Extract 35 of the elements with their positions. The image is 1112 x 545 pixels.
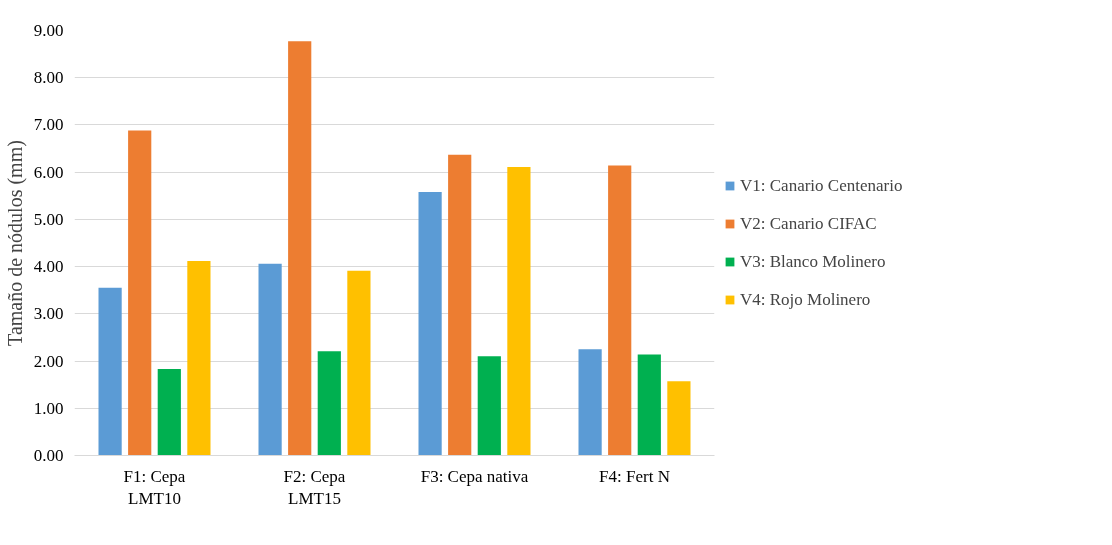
legend-label: V2: Canario CIFAC [740, 213, 877, 234]
bar [448, 154, 472, 456]
y-tick-label: 5.00 [33, 209, 64, 229]
y-tick-label: 6.00 [33, 162, 64, 182]
y-tick-label: 7.00 [33, 115, 64, 135]
x-tick-label: F3: Cepa nativa [420, 466, 529, 486]
y-tick-label: 1.00 [33, 398, 64, 418]
bar [128, 130, 152, 456]
bar [507, 166, 531, 456]
y-tick-label: 8.00 [33, 68, 64, 88]
bar [258, 263, 282, 456]
bar [157, 369, 181, 456]
bar [418, 192, 442, 456]
x-tick-label: F1: Cepa LMT10 [123, 466, 186, 509]
bar [667, 381, 691, 456]
legend-label: V4: Rojo Molinero [740, 289, 871, 310]
y-axis-title: Tamaño de nódulos (mm) [3, 140, 27, 346]
legend-label: V1: Canario Centenario [740, 175, 903, 196]
bar [98, 287, 122, 456]
bar [578, 349, 602, 456]
y-tick-label: 4.00 [33, 257, 64, 277]
x-tick-label: F4: Fert N [599, 466, 670, 486]
y-tick-label: 0.00 [33, 446, 64, 465]
bar [317, 351, 341, 456]
bar [187, 260, 211, 456]
bar [608, 165, 632, 456]
legend-label: V3: Blanco Molinero [740, 251, 886, 272]
bar [477, 356, 501, 456]
x-tick-label: F2: Cepa LMT15 [283, 466, 346, 509]
bar [288, 41, 312, 456]
bar [347, 270, 371, 456]
bar [637, 354, 661, 456]
y-tick-label: 3.00 [33, 304, 64, 324]
y-tick-label: 9.00 [33, 21, 64, 40]
y-tick-label: 2.00 [33, 351, 64, 371]
